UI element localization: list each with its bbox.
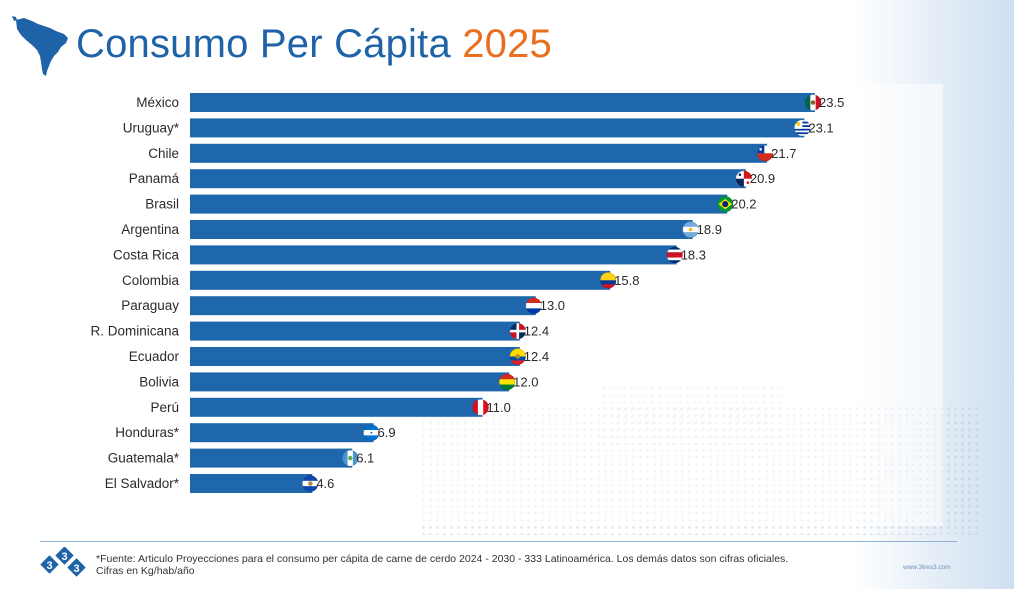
category-label: Uruguay*	[123, 120, 180, 135]
value-label: 23.1	[808, 120, 833, 135]
brazil-flag-icon	[717, 196, 734, 213]
value-label: 6.9	[378, 425, 396, 440]
value-label: 12.0	[513, 374, 538, 389]
bar	[190, 347, 520, 366]
bar	[190, 474, 313, 493]
value-label: 4.6	[316, 476, 334, 491]
website-link[interactable]: www.3tres3.com	[903, 564, 951, 571]
category-label: Colombia	[122, 273, 180, 288]
value-label: 13.0	[540, 298, 565, 313]
guatemala-flag-icon	[342, 450, 359, 467]
category-label: Ecuador	[129, 349, 180, 364]
south-america-icon	[12, 16, 68, 76]
logo-digit: 3	[73, 563, 79, 575]
value-label: 20.9	[750, 171, 775, 186]
bar	[190, 143, 768, 163]
units-note: Cifras en Kg/hab/año	[96, 565, 195, 577]
argentina-flag-icon	[682, 221, 699, 238]
category-label: Paraguay	[121, 298, 179, 313]
bar	[190, 93, 815, 112]
bar	[190, 220, 693, 239]
mexico-flag-icon	[805, 94, 822, 111]
logo-333-icon: 3 3 3	[40, 547, 86, 577]
category-label: Honduras*	[115, 425, 180, 440]
logo-digit: 3	[46, 560, 52, 572]
title-main: Consumo Per Cápita	[76, 22, 451, 66]
category-label: Panamá	[129, 171, 180, 186]
category-label: Guatemala*	[108, 451, 180, 466]
value-label: 20.2	[731, 197, 756, 212]
category-label: Chile	[148, 146, 179, 161]
ecuador-flag-icon	[509, 348, 526, 365]
title-year: 2025	[462, 22, 553, 66]
source-note: *Fuente: Articulo Proyecciones para el c…	[96, 553, 789, 565]
value-label: 12.4	[524, 324, 549, 339]
category-label: El Salvador*	[105, 476, 180, 491]
value-label: 15.8	[614, 273, 639, 288]
footer-divider	[40, 541, 957, 542]
bar	[190, 372, 510, 392]
footnote: *Fuente: Articulo Proyecciones para el c…	[96, 553, 788, 577]
bar	[190, 321, 520, 341]
bar	[190, 397, 483, 417]
category-label: R. Dominicana	[90, 324, 179, 339]
category-label: Brasil	[145, 197, 179, 212]
page-title: Consumo Per Cápita 2025	[76, 22, 552, 67]
value-label: 23.5	[819, 95, 844, 110]
category-label: Costa Rica	[113, 247, 180, 262]
bar	[190, 448, 353, 468]
value-label: 11.0	[487, 400, 511, 415]
bar	[190, 296, 536, 316]
uruguay-flag-icon	[794, 119, 811, 136]
bar	[190, 245, 677, 265]
bar	[190, 423, 374, 443]
category-label: México	[136, 95, 179, 110]
panama-flag-icon	[735, 170, 752, 187]
bar	[190, 270, 611, 290]
chile-flag-icon	[757, 145, 774, 162]
category-label: Argentina	[121, 222, 179, 237]
el-salvador-flag-icon	[302, 475, 319, 492]
bar	[190, 169, 746, 189]
category-label: Perú	[150, 400, 179, 415]
value-label: 6.1	[356, 451, 374, 466]
value-label: 18.9	[697, 222, 722, 237]
honduras-flag-icon	[363, 424, 380, 441]
bar	[190, 118, 805, 138]
costa-rica-flag-icon	[666, 246, 683, 264]
paraguay-flag-icon	[525, 297, 542, 314]
category-label: Bolivia	[139, 374, 179, 389]
bar	[190, 194, 728, 214]
peru-flag-icon	[472, 399, 489, 416]
value-label: 21.7	[771, 146, 796, 161]
bolivia-flag-icon	[499, 373, 516, 391]
value-label: 12.4	[524, 349, 549, 364]
colombia-flag-icon	[600, 272, 617, 289]
logo-digit: 3	[61, 551, 67, 563]
dominican-republic-flag-icon	[509, 323, 526, 340]
value-label: 18.3	[681, 247, 706, 262]
